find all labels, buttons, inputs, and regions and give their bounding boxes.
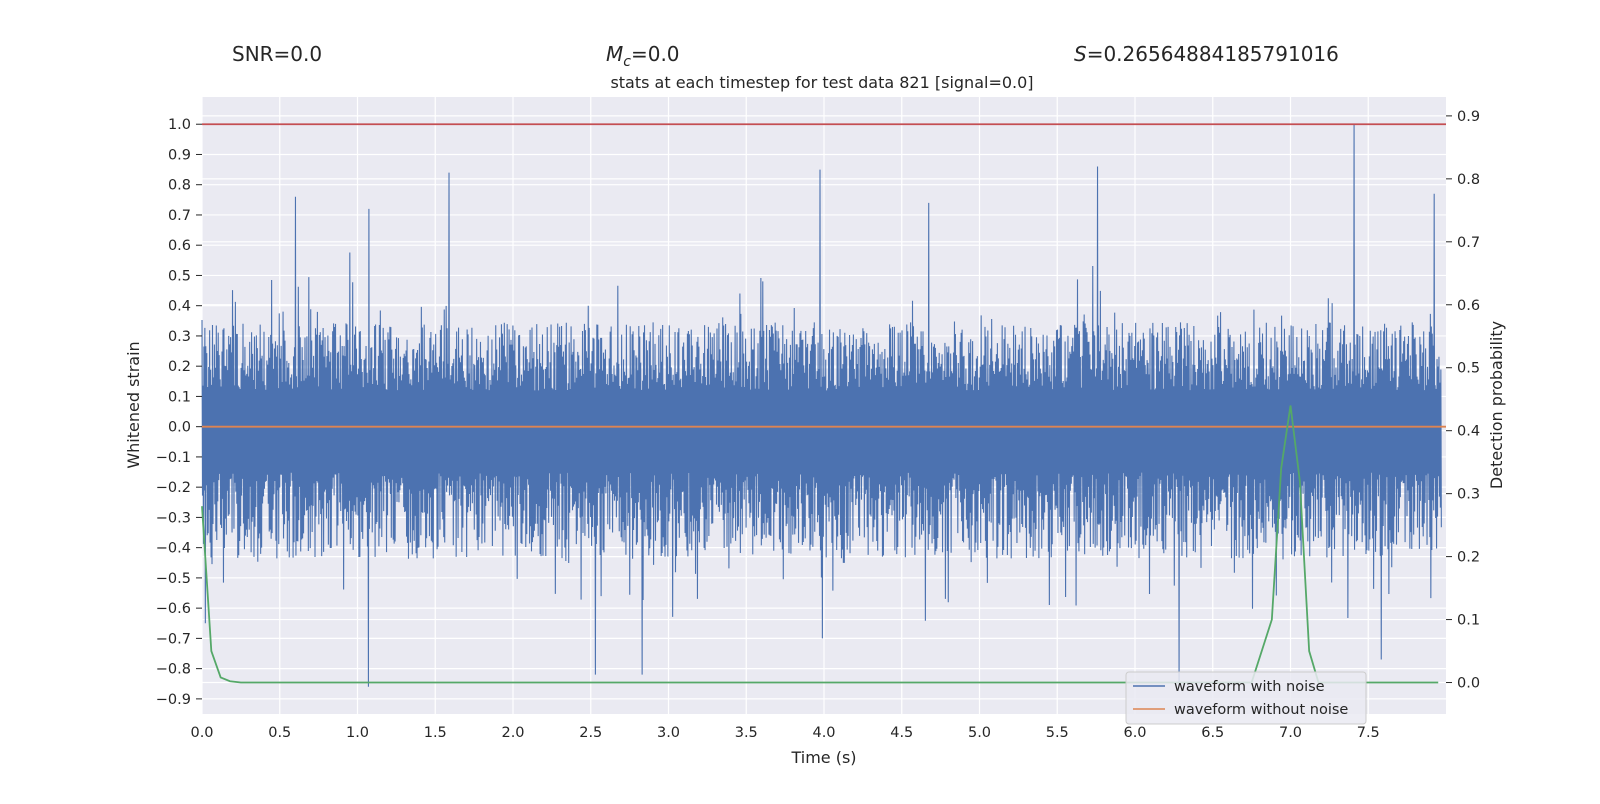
- y-tick-label: −0.7: [156, 631, 191, 647]
- y-tick-label: 0.9: [168, 147, 191, 163]
- legend-box: [1125, 671, 1367, 725]
- x-tick-label: 3.0: [657, 725, 680, 741]
- y2-tick-label: 0.6: [1457, 298, 1480, 314]
- chirp-mass-subscript: c: [623, 54, 631, 70]
- x-tick-label: 7.5: [1357, 725, 1380, 741]
- y-tick-label: −0.8: [156, 662, 191, 678]
- y-tick-label: 0.1: [168, 389, 191, 405]
- y-tick-label: −0.9: [156, 692, 191, 708]
- y-axis-label: Whitened strain: [124, 341, 143, 468]
- y2-tick-label: 0.9: [1457, 109, 1480, 125]
- snr-label: SNR=0.0: [232, 42, 322, 66]
- y-tick-label: −0.4: [156, 541, 191, 557]
- x-axis-label: Time (s): [790, 748, 856, 767]
- y-tick-label: 0.0: [168, 420, 191, 436]
- y2-tick-label: 0.4: [1457, 424, 1480, 440]
- y2-axis-ticks: 0.9 0.8 0.7 0.6 0.5 0.4 0.3 0.2 0.1 0.0: [1446, 109, 1480, 692]
- y-tick-label: −0.6: [156, 601, 191, 617]
- chirp-mass-value: =0.0: [631, 42, 680, 66]
- y2-axis-label: Detection probability: [1487, 321, 1506, 489]
- y2-tick-label: 0.1: [1457, 613, 1480, 629]
- x-tick-label: 2.5: [579, 725, 602, 741]
- y-tick-label: 0.7: [168, 208, 191, 224]
- y2-tick-label: 0.5: [1457, 361, 1480, 377]
- legend-label-waveform-with-noise: waveform with noise: [1174, 679, 1325, 695]
- y-tick-label: −0.3: [156, 510, 191, 526]
- x-tick-label: 7.0: [1279, 725, 1302, 741]
- y-tick-label: −0.5: [156, 571, 191, 587]
- waveform-with-noise-line: [201, 124, 1442, 687]
- x-tick-label: 5.5: [1046, 725, 1069, 741]
- y-tick-label: −0.2: [156, 480, 191, 496]
- y2-tick-label: 0.7: [1457, 235, 1480, 251]
- legend-label-waveform-without-noise: waveform without noise: [1174, 702, 1348, 718]
- x-tick-label: 4.5: [890, 725, 913, 741]
- s-statistic-label: S=0.26564884185791016: [1074, 42, 1339, 66]
- x-tick-label: 1.5: [424, 725, 447, 741]
- y-tick-label: 0.2: [168, 359, 191, 375]
- y-tick-label: 0.3: [168, 329, 191, 345]
- x-tick-label: 6.5: [1201, 725, 1224, 741]
- x-tick-label: 1.0: [346, 725, 369, 741]
- y-tick-label: 0.4: [168, 299, 191, 315]
- chirp-mass-label: Mc=0.0: [606, 42, 680, 70]
- x-tick-label: 0.5: [268, 725, 291, 741]
- x-tick-label: 2.0: [501, 725, 524, 741]
- x-tick-label: 0.0: [190, 725, 213, 741]
- y2-tick-label: 0.3: [1457, 487, 1480, 503]
- chirp-mass-symbol: M: [606, 42, 623, 66]
- y-tick-label: 0.6: [168, 238, 191, 254]
- x-tick-label: 4.0: [812, 725, 835, 741]
- y2-tick-label: 0.8: [1457, 172, 1480, 188]
- y2-tick-label: 0.2: [1457, 550, 1480, 566]
- x-tick-label: 6.0: [1123, 725, 1146, 741]
- x-tick-label: 5.0: [968, 725, 991, 741]
- x-tick-label: 3.5: [735, 725, 758, 741]
- x-axis-ticks: 0.0 0.5 1.0 1.5 2.0 2.5 3.0 3.5 4.0 4.5 5.0 5.5 6.0 6…: [190, 725, 1379, 741]
- chart-title: stats at each timestep for test data 821…: [610, 73, 1033, 92]
- y-tick-label: 0.5: [168, 268, 191, 284]
- series-waveform-with-noise: [201, 124, 1442, 687]
- y-axis-ticks: 1.0 0.9 0.8 0.7 0.6 0.5 0.4 0.3 0.2 0.1 0.0 −0.1 −0.…: [156, 117, 202, 708]
- y-tick-label: 1.0: [168, 117, 191, 133]
- s-statistic-value: =0.26564884185791016: [1087, 42, 1339, 66]
- y-tick-label: −0.1: [156, 450, 191, 466]
- legend: waveform with noise waveform without noi…: [1125, 671, 1367, 725]
- y-tick-label: 0.8: [168, 178, 191, 194]
- s-statistic-symbol: S: [1074, 42, 1087, 66]
- y2-tick-label: 0.0: [1457, 676, 1480, 692]
